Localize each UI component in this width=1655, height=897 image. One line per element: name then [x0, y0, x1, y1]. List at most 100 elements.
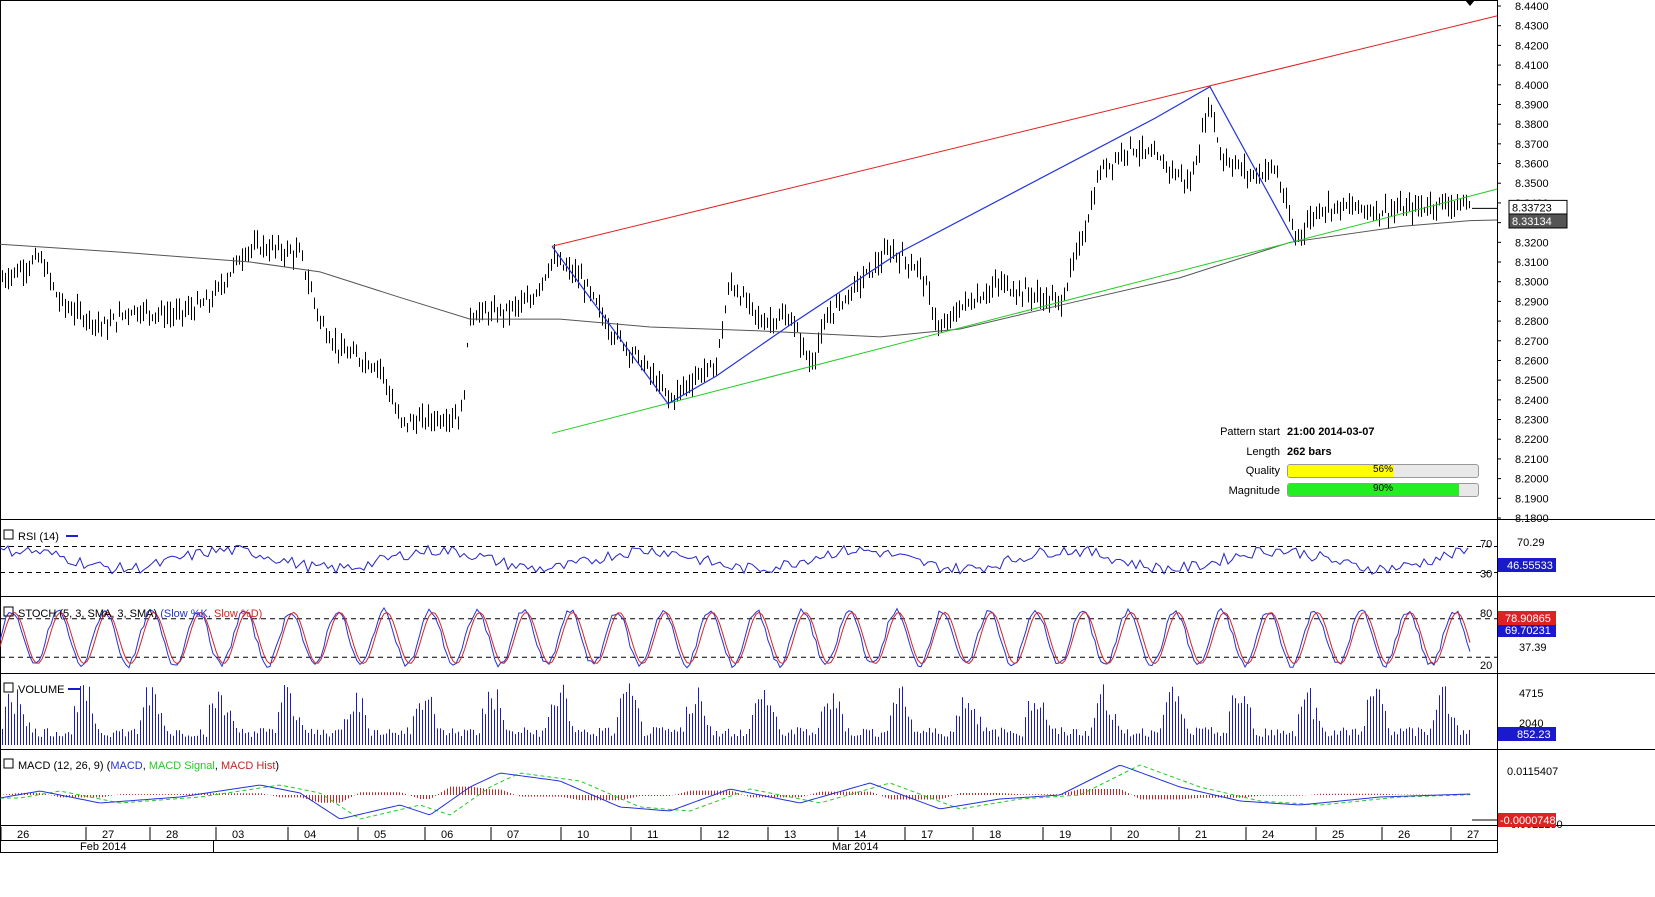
stoch-slow-d-label: Slow %D) — [214, 608, 262, 620]
stoch-level-80-label: 80 — [1480, 608, 1492, 620]
price-tick-label: 8.2400 — [1515, 395, 1549, 407]
macd-line — [0, 764, 1471, 820]
volume-checkbox-icon — [3, 682, 14, 693]
price-tick-label: 8.4300 — [1515, 21, 1549, 33]
price-tick-label: 8.4100 — [1515, 60, 1549, 72]
price-tick-label: 8.1800 — [1515, 513, 1549, 525]
macd-checkbox-icon — [3, 758, 14, 769]
magnitude-bar: 90% — [1287, 483, 1479, 497]
x-day-label: 26 — [1398, 829, 1410, 841]
magnitude-label: Magnitude — [1228, 485, 1280, 497]
price-tick-label: 8.2700 — [1515, 336, 1549, 348]
price-tick-label: 8.4000 — [1515, 80, 1549, 92]
price-tick-label: 8.2900 — [1515, 296, 1549, 308]
quality-label: Quality — [1245, 465, 1280, 477]
x-day-label: 28 — [166, 829, 178, 841]
ma-price-box — [1508, 213, 1568, 229]
price-tick-label: 8.3600 — [1515, 159, 1549, 171]
stoch-secondary-label: 69.70231 — [1505, 625, 1551, 637]
macd-title: MACD (12, 26, 9) (MACD, MACD Signal, MAC… — [18, 760, 279, 772]
pattern-start-value: 21:00 2014-03-07 — [1287, 426, 1375, 438]
rsi-checkbox-icon — [3, 529, 14, 540]
macd-current-label: -0.0000748 — [1500, 815, 1556, 827]
price-tick-label: 8.1900 — [1515, 493, 1549, 505]
price-tick-label: 8.2100 — [1515, 454, 1549, 466]
quality-bar-fill — [1288, 465, 1395, 477]
macd-histogram — [3, 786, 1471, 803]
quality-bar: 56% — [1287, 464, 1479, 478]
price-tick-label: 8.3800 — [1515, 119, 1549, 131]
volume-current-label: 852.23 — [1517, 729, 1551, 741]
x-day-label: 05 — [374, 829, 386, 841]
macd-tick-label: 0.0115407 — [1507, 766, 1558, 778]
macd-sep: ) — [275, 760, 279, 772]
price-tick-label: 8.3900 — [1515, 99, 1549, 111]
x-day-label: 27 — [1467, 829, 1479, 841]
price-tick-label: 8.3000 — [1515, 277, 1549, 289]
magnitude-bar-text: 90% — [1372, 483, 1393, 494]
macd-signal-line — [0, 764, 1471, 820]
stoch-d-line — [0, 611, 1471, 665]
x-day-label: 18 — [989, 829, 1001, 841]
ma-price-label: 8.33134 — [1512, 216, 1552, 228]
stoch-k-line — [0, 606, 1471, 669]
support-line — [551, 188, 1498, 434]
x-day-label: 19 — [1059, 829, 1071, 841]
month-label-mar: Mar 2014 — [832, 841, 878, 853]
volume-bars — [2, 683, 1470, 745]
rsi-line — [0, 544, 1469, 575]
price-tick-label: 8.2200 — [1515, 434, 1549, 446]
rsi-title: RSI (14) — [18, 531, 59, 543]
x-day-label: 26 — [17, 829, 29, 841]
volume-title: VOLUME — [18, 684, 64, 696]
macd-current-box — [1498, 813, 1556, 827]
x-day-label: 24 — [1262, 829, 1274, 841]
price-tick-label: 8.4200 — [1515, 40, 1549, 52]
x-day-label: 20 — [1127, 829, 1139, 841]
macd-sep: , — [215, 760, 221, 772]
stoch-axis-label: 37.39 — [1519, 642, 1547, 654]
price-tick-label: 8.2800 — [1515, 316, 1549, 328]
macd-hist-legend-label: MACD Hist — [221, 760, 275, 772]
quality-bar-text: 56% — [1372, 464, 1393, 475]
x-day-label: 21 — [1195, 829, 1207, 841]
rsi-current-label: 46.55533 — [1507, 560, 1553, 572]
x-day-label: 07 — [507, 829, 519, 841]
stoch-checkbox-icon — [3, 606, 14, 617]
volume-current-box — [1498, 727, 1556, 741]
x-day-label: 03 — [232, 829, 244, 841]
magnitude-bar-fill — [1288, 484, 1459, 496]
current-price-label: 8.33723 — [1512, 202, 1552, 214]
macd-signal-legend-label: MACD Signal — [149, 760, 215, 772]
pattern-info-panel: Pattern start 21:00 2014-03-07 Length 26… — [1190, 420, 1490, 510]
volume-tick-label: 4715 — [1519, 688, 1543, 700]
x-day-label: 11 — [647, 829, 658, 841]
x-day-label: 14 — [854, 829, 866, 841]
length-label: Length — [1246, 446, 1280, 458]
x-day-label: 25 — [1332, 829, 1344, 841]
price-tick-label: 8.2300 — [1515, 415, 1549, 427]
price-tick-label: 8.2000 — [1515, 474, 1549, 486]
stoch-current-label: 78.90865 — [1505, 613, 1551, 625]
price-tick-label: 8.3500 — [1515, 178, 1549, 190]
stoch-level-20-label: 20 — [1480, 660, 1492, 672]
stoch-title: STOCH (5, 3, SMA, 3, SMA) (Slow %K, Slow… — [18, 608, 262, 620]
rsi-level-70-label: 70 — [1480, 539, 1492, 551]
scroll-marker-icon — [1465, 0, 1475, 6]
rsi-level-30-label: 30 — [1480, 569, 1492, 581]
rsi-axis-label: 70.29 — [1517, 537, 1545, 549]
pattern-zigzag-line — [551, 85, 1296, 405]
macd-legend-label: MACD — [110, 760, 142, 772]
stoch-current-box — [1498, 611, 1556, 625]
price-tick-label: 8.3700 — [1515, 139, 1549, 151]
stoch-secondary-box — [1498, 623, 1556, 637]
length-value: 262 bars — [1287, 446, 1332, 458]
month-label-feb: Feb 2014 — [80, 841, 126, 853]
x-day-label: 06 — [441, 829, 453, 841]
price-tick-label: 8.4400 — [1515, 1, 1549, 13]
stoch-slow-k-label: (Slow %K, — [160, 608, 214, 620]
price-tick-label: 8.2500 — [1515, 375, 1549, 387]
price-tick-label: 8.3200 — [1515, 237, 1549, 249]
rsi-current-box — [1498, 558, 1556, 572]
